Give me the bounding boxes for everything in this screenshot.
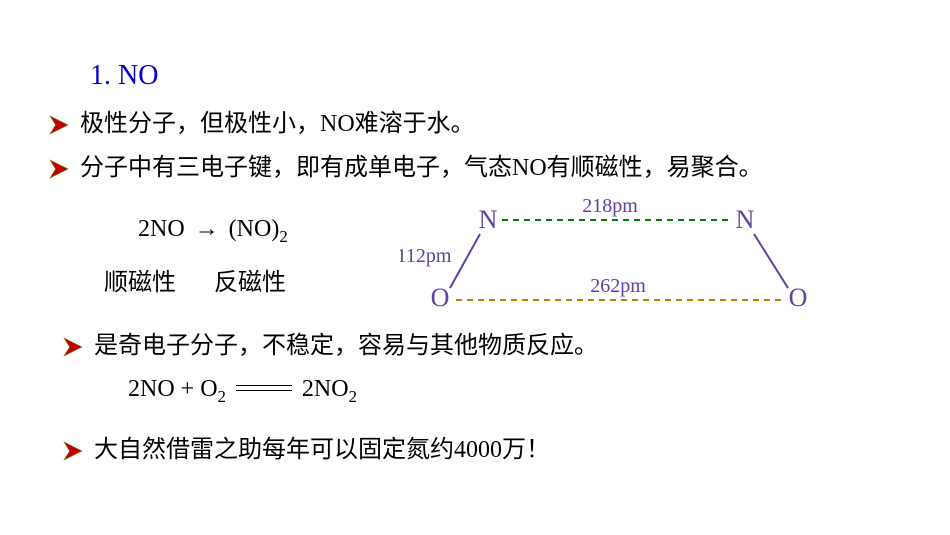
label-OO-distance: 262pm bbox=[590, 275, 646, 297]
bullet-1: 极性分子，但极性小，NO难溶于水。 bbox=[48, 108, 918, 142]
bond-N1-O1 bbox=[450, 234, 480, 288]
bullet-1-text: 极性分子，但极性小，NO难溶于水。 bbox=[80, 108, 918, 142]
atom-O2: O bbox=[789, 283, 808, 312]
label-NN-distance: 218pm bbox=[582, 195, 638, 217]
equation-dimerization: 2NO → (NO)2 bbox=[138, 216, 288, 243]
eq2-lhs-sub: 2 bbox=[218, 387, 226, 406]
eq-rhs-prefix: (NO) bbox=[229, 216, 280, 242]
heading-number: 1. bbox=[90, 60, 111, 91]
heading-title: NO bbox=[118, 60, 158, 91]
label-paramagnetic: 顺磁性 bbox=[104, 270, 176, 296]
eq-arrow: → bbox=[191, 216, 223, 242]
equation-oxidation: 2NO + O2 2NO2 bbox=[128, 376, 357, 403]
bullet-arrow-icon bbox=[62, 440, 84, 462]
eq2-rhs-sub: 2 bbox=[349, 387, 357, 406]
section-heading: 1. NO bbox=[90, 60, 158, 92]
bullet-3: 是奇电子分子，不稳定，容易与其他物质反应。 bbox=[62, 330, 932, 364]
eq2-lhs: 2NO + O bbox=[128, 376, 218, 402]
bullet-2-text: 分子中有三电子键，即有成单电子，气态NO有顺磁性，易聚合。 bbox=[80, 152, 928, 186]
atom-N1: N bbox=[479, 205, 498, 234]
no-dimer-diagram: N N O O 218pm 112pm 262pm bbox=[400, 188, 920, 318]
atom-O1: O bbox=[431, 283, 450, 312]
magnetism-labels: 顺磁性 反磁性 bbox=[104, 262, 286, 297]
bullet-arrow-icon bbox=[48, 158, 70, 180]
bullet-4-text: 大自然借雷之助每年可以固定氮约4000万！ bbox=[94, 434, 932, 468]
eq-lhs: 2NO bbox=[138, 216, 185, 242]
eq2-rhs: 2NO bbox=[302, 376, 349, 402]
bullet-arrow-icon bbox=[62, 336, 84, 358]
eq2-equals-line bbox=[236, 385, 292, 391]
slide: 1. NO 极性分子，但极性小，NO难溶于水。 分子中有三电子键，即有成单电子，… bbox=[0, 0, 950, 535]
label-NO-distance: 112pm bbox=[400, 245, 452, 267]
bullet-2: 分子中有三电子键，即有成单电子，气态NO有顺磁性，易聚合。 bbox=[48, 152, 928, 186]
bullet-arrow-icon bbox=[48, 114, 70, 136]
label-diamagnetic: 反磁性 bbox=[214, 270, 286, 296]
bullet-3-text: 是奇电子分子，不稳定，容易与其他物质反应。 bbox=[94, 330, 932, 364]
eq-rhs-sub: 2 bbox=[279, 227, 287, 246]
bullet-4: 大自然借雷之助每年可以固定氮约4000万！ bbox=[62, 434, 932, 468]
atom-N2: N bbox=[736, 205, 755, 234]
bond-N2-O2 bbox=[754, 234, 788, 288]
